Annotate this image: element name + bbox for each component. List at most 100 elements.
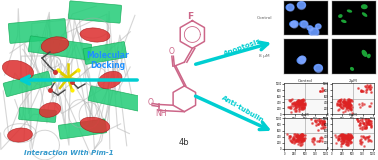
Point [366,123,372,126]
Point [314,122,321,125]
Point [322,125,328,128]
Point [300,104,306,107]
Point [337,104,343,107]
Point [367,122,373,125]
Point [299,100,305,103]
Point [286,106,292,109]
Point [288,107,294,109]
Point [335,100,341,102]
Point [296,101,302,104]
Point [320,125,326,128]
Point [287,105,293,108]
Point [346,98,352,101]
Point [336,100,342,102]
Point [345,106,352,108]
Point [310,141,316,144]
Point [356,103,363,105]
Point [359,104,365,106]
Point [291,138,297,140]
Point [346,98,352,101]
Point [365,121,371,124]
Point [344,138,350,141]
Point [319,121,325,124]
Point [345,143,351,146]
Point [343,141,349,144]
Title: 2μM: 2μM [348,79,357,83]
Point [347,137,353,140]
Point [359,102,365,104]
Circle shape [300,21,307,27]
Point [366,120,372,123]
Ellipse shape [41,37,69,53]
Point [362,118,368,120]
Point [347,103,353,105]
Point [364,138,370,140]
Point [337,102,343,105]
Point [336,99,342,101]
Point [366,86,372,89]
Point [316,118,322,121]
Point [293,135,299,137]
Point [345,133,351,136]
Point [293,140,299,142]
Point [343,102,349,105]
Point [301,107,307,110]
Point [293,138,299,141]
Point [296,102,302,104]
Point [345,98,352,101]
Point [345,139,351,141]
Point [363,91,369,94]
Point [294,134,301,137]
FancyBboxPatch shape [88,86,142,111]
Point [348,136,354,139]
Point [308,118,314,121]
Point [365,86,371,88]
Point [294,103,300,105]
Point [359,122,366,124]
Point [336,108,342,111]
Point [344,101,350,103]
Point [300,103,306,105]
Point [344,102,350,105]
Point [345,142,351,144]
Point [349,135,355,137]
Point [300,139,306,142]
Point [320,122,326,124]
Point [368,102,374,104]
Point [346,99,352,102]
Point [298,136,304,138]
Point [294,99,301,102]
Point [344,136,350,138]
Point [354,118,360,120]
Point [366,123,372,125]
Ellipse shape [39,103,61,117]
Point [345,103,352,105]
Point [368,139,374,142]
Point [298,134,304,136]
Point [319,123,325,126]
Point [296,138,302,141]
Point [337,99,343,102]
Point [349,112,355,114]
Point [298,106,304,108]
Point [355,119,361,122]
Point [311,142,317,145]
Point [292,104,298,107]
FancyBboxPatch shape [58,119,107,139]
Point [316,140,322,142]
Point [298,141,304,144]
Point [363,127,369,130]
Point [346,138,352,141]
Point [345,102,351,105]
Point [363,124,369,126]
Point [345,103,351,106]
Point [292,109,298,112]
Point [348,134,354,137]
Point [290,102,296,105]
Point [311,137,317,140]
Point [295,134,301,137]
Text: F: F [187,12,194,21]
Point [340,140,346,142]
Point [361,122,367,124]
Point [285,105,291,108]
